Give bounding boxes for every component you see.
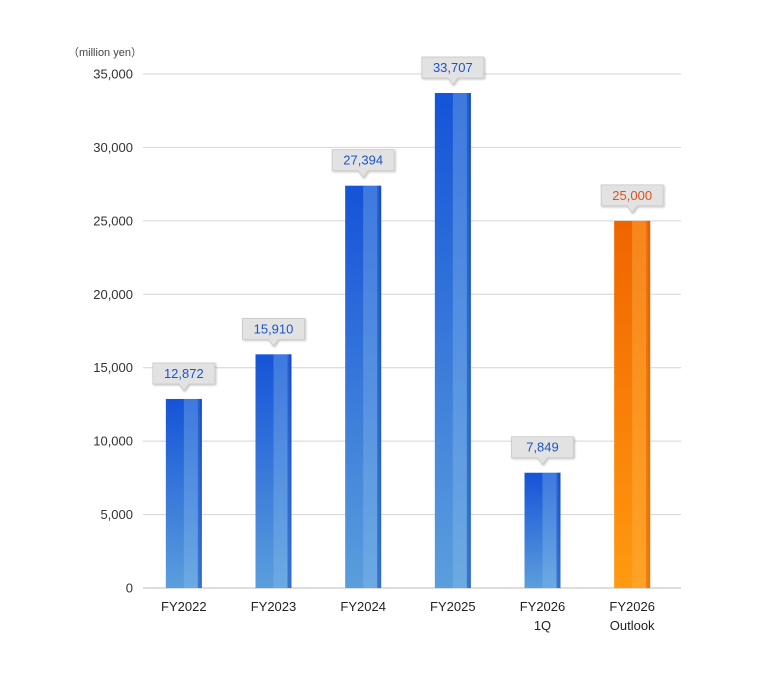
x-tick-label: FY2024	[340, 599, 386, 614]
value-label-box	[511, 436, 574, 466]
value-label-text: 33,707	[433, 60, 473, 75]
bar-body	[345, 185, 382, 589]
bar-highlight	[183, 398, 200, 588]
bar-highlight	[632, 220, 649, 588]
unit-label: （million yen）	[68, 46, 142, 59]
x-tick-label: 1Q	[534, 618, 551, 633]
bar-edge	[197, 398, 202, 588]
bar	[345, 185, 382, 589]
value-label: 15,910	[242, 317, 305, 348]
x-tick-label: FY2022	[161, 599, 207, 614]
y-tick-label: 10,000	[93, 434, 133, 449]
y-tick-label: 25,000	[93, 213, 133, 228]
value-label: 25,000	[600, 184, 664, 214]
value-label-box	[242, 317, 305, 348]
bar-edge	[646, 220, 651, 588]
bar-highlight	[273, 354, 290, 588]
x-tick-label: FY2026	[520, 599, 566, 614]
value-label: 12,872	[152, 362, 216, 392]
value-label-box	[152, 362, 216, 392]
bar-edge	[466, 92, 471, 588]
y-tick-label: 5,000	[100, 507, 133, 522]
value-label-text: 15,910	[254, 321, 294, 336]
x-tick-label: FY2026	[609, 599, 655, 614]
bar	[165, 398, 202, 588]
value-label: 7,849	[511, 436, 574, 466]
bar	[434, 92, 471, 588]
bar-body	[165, 398, 202, 588]
bar-highlight	[542, 472, 559, 588]
bar-edge	[287, 354, 292, 588]
y-tick-label: 35,000	[93, 67, 133, 82]
bar-highlight	[452, 92, 469, 588]
value-label-text: 27,394	[343, 153, 383, 168]
value-label-box	[600, 184, 664, 214]
bar	[524, 472, 561, 588]
bar-edge	[556, 472, 561, 588]
y-tick-label: 30,000	[93, 140, 133, 155]
value-label-text: 12,872	[164, 366, 204, 381]
bar-edge	[377, 185, 382, 589]
y-tick-label: 0	[126, 581, 133, 596]
bar-body	[524, 472, 561, 588]
y-tick-label: 20,000	[93, 287, 133, 302]
y-tick-label: 15,000	[93, 360, 133, 375]
x-tick-label: Outlook	[610, 618, 655, 633]
bar	[614, 220, 651, 588]
bar-body	[614, 220, 651, 588]
x-tick-label: FY2025	[430, 599, 476, 614]
value-label-box	[331, 149, 395, 179]
value-label-text: 25,000	[612, 188, 652, 203]
bar-body	[434, 92, 471, 588]
value-label-box	[421, 56, 485, 86]
bar-body	[255, 354, 292, 588]
value-label-text: 7,849	[526, 440, 559, 455]
x-tick-label: FY2023	[251, 599, 297, 614]
bar-highlight	[363, 185, 380, 589]
value-label: 33,707	[421, 56, 485, 86]
bar	[255, 354, 292, 588]
value-label: 27,394	[331, 149, 395, 179]
